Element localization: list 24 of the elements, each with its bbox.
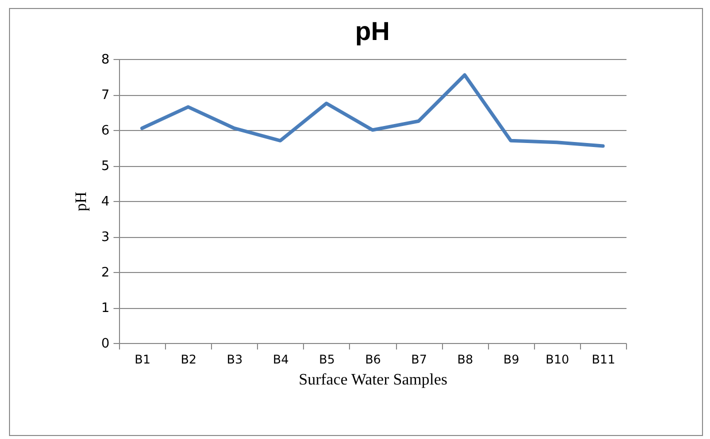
x-tick-label: B11 — [592, 352, 616, 366]
x-tick-label: B2 — [180, 352, 197, 366]
x-tick-label: B8 — [457, 352, 474, 366]
y-tick-label: 3 — [101, 230, 110, 245]
x-tick-label: B1 — [134, 352, 150, 366]
x-tick-label: B3 — [226, 352, 243, 366]
y-tick-label: 8 — [101, 52, 110, 68]
y-tick-label: 5 — [101, 159, 110, 174]
line-series — [140, 73, 605, 148]
x-tick-label: B9 — [503, 352, 520, 366]
y-tick-label: 2 — [101, 266, 110, 280]
x-tick-label: B4 — [272, 352, 289, 366]
y-tick-label: 7 — [101, 88, 110, 103]
chart-title: pH — [355, 16, 390, 46]
x-axis-title: Surface Water Samples — [298, 372, 448, 388]
y-tick-label: 4 — [101, 194, 110, 210]
y-tick-label: 1 — [101, 301, 110, 316]
x-tick-label: B6 — [365, 352, 381, 366]
y-tick-label: 6 — [101, 124, 110, 138]
y-axis-title: pH — [73, 191, 90, 212]
x-tick-label: B7 — [411, 352, 428, 366]
y-tick-label: 0 — [101, 336, 110, 352]
x-tick-label: B10 — [546, 352, 570, 366]
x-tick-label: B5 — [318, 352, 335, 366]
